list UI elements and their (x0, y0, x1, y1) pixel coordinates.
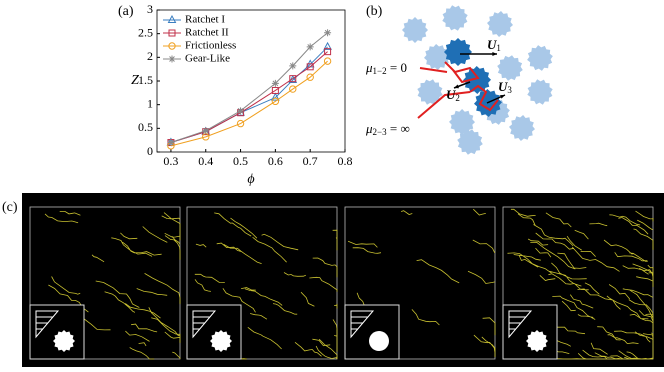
marker (271, 92, 280, 101)
gear (509, 115, 535, 141)
diagram: U1 U2 U3 μ1−2 = 0 μ2−3 = ∞ (365, 5, 553, 155)
marker (289, 62, 297, 70)
arrow-head (492, 52, 497, 56)
series-line (170, 51, 328, 144)
crack-images (29, 206, 654, 360)
marker (289, 85, 297, 93)
marker (236, 119, 245, 128)
y-axis-label: Z (131, 73, 139, 88)
x-tick-label: 0.3 (163, 154, 178, 168)
arrow-head (454, 84, 459, 89)
inset (186, 304, 242, 360)
gear (527, 45, 553, 71)
gear (497, 55, 523, 81)
gear (417, 79, 443, 105)
diagram-label: U1 (487, 37, 501, 53)
marker (168, 55, 176, 63)
marker (271, 97, 280, 106)
marker (271, 79, 279, 87)
marker (237, 107, 245, 115)
shear-profile (35, 310, 60, 339)
marker (167, 139, 175, 147)
gear (424, 44, 450, 70)
inset (502, 304, 558, 360)
marker (306, 73, 314, 81)
x-tick-label: 0.8 (338, 154, 353, 168)
legend-label: Frictionless (185, 40, 236, 52)
marker (306, 63, 314, 71)
legend-label: Gear-Like (185, 53, 230, 65)
gear (442, 5, 468, 31)
gear (449, 109, 475, 135)
inset (29, 304, 85, 360)
marker (271, 86, 279, 94)
shear-profile (192, 310, 217, 339)
diagram-label: μ1−2 = 0 (365, 60, 407, 76)
marker (289, 75, 297, 83)
marker (323, 41, 332, 50)
panel-label: (a) (118, 4, 134, 19)
marker (323, 57, 332, 65)
shear-profile (508, 310, 533, 339)
marker (168, 29, 176, 37)
marker (324, 29, 332, 37)
panel-label: (b) (366, 4, 383, 19)
diagram-label: U3 (498, 79, 512, 95)
gear (444, 38, 472, 66)
series-line (170, 60, 328, 147)
y-tick-label: 0 (147, 144, 153, 158)
inset (344, 304, 400, 360)
marker (202, 127, 210, 135)
arrow-head (500, 95, 505, 99)
x-tick-label: 0.7 (303, 154, 318, 168)
chart: 0.3 0.4 0.5 0.6 0.7 0.8 0 0.5 1 1.5 2 2.5 3 ϕ Z Ratchet… (131, 2, 352, 187)
y-tick-label: 3 (147, 2, 153, 16)
x-tick-label: 0.5 (233, 154, 248, 168)
marker (167, 14, 177, 23)
contact-lines (417, 61, 499, 119)
panel-label: (c) (2, 200, 18, 215)
particle (210, 330, 232, 352)
marker (168, 42, 176, 50)
gear (402, 17, 428, 43)
y-tick-label: 2 (147, 49, 153, 63)
gear (487, 11, 513, 37)
marker (324, 48, 332, 56)
crack-network (507, 208, 654, 360)
diagram-label: U2 (446, 87, 460, 103)
particle (53, 330, 75, 352)
y-tick-label: 2.5 (138, 25, 153, 39)
gear (527, 79, 553, 105)
y-tick-label: 1.5 (138, 73, 153, 87)
marker (306, 43, 314, 51)
x-axis-label: ϕ (247, 172, 254, 187)
diagram-label: μ2−3 = ∞ (365, 121, 410, 137)
gear (463, 66, 491, 94)
gear (457, 129, 483, 155)
x-tick-label: 0.4 (198, 154, 213, 168)
y-tick-label: 0.5 (138, 120, 153, 134)
x-tick-label: 0.6 (268, 154, 283, 168)
particle (369, 331, 389, 351)
y-tick-label: 1 (147, 96, 153, 110)
legend-label: Ratchet I (185, 14, 225, 26)
particle (526, 330, 548, 352)
shear-profile (350, 310, 375, 339)
legend-label: Ratchet II (185, 27, 229, 39)
